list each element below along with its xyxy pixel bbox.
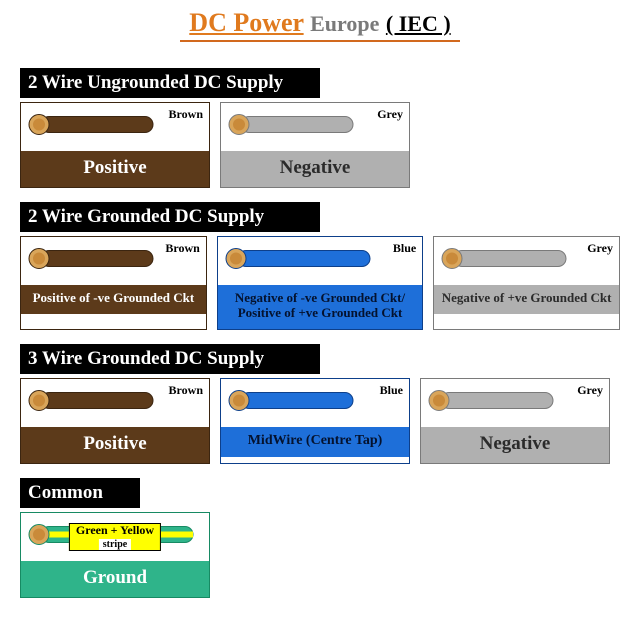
- card-caption: Negative: [421, 427, 609, 463]
- wire-icon: [227, 388, 357, 417]
- page-title: DC Power Europe ( IEC ): [20, 8, 620, 38]
- wire-color-label: Grey: [577, 383, 603, 398]
- page: DC Power Europe ( IEC ) 2 Wire Ungrounde…: [0, 0, 640, 618]
- wire-card-grey: Grey Negative of +ve Grounded Ckt: [433, 236, 620, 330]
- card-top: Grey: [434, 237, 619, 285]
- wire-card-blue: Blue MidWire (Centre Tap): [220, 378, 410, 464]
- wire-icon: [27, 113, 157, 142]
- title-sub: Europe: [310, 11, 379, 36]
- wire-card-grey: Grey Negative: [220, 102, 410, 188]
- card-caption: Negative of -ve Grounded Ckt/ Positive o…: [218, 285, 422, 329]
- card-top: Grey: [221, 103, 409, 151]
- section-header: 3 Wire Grounded DC Supply: [20, 344, 320, 374]
- card-top: Brown: [21, 103, 209, 151]
- ground-label-text: Green + Yellow: [76, 523, 154, 537]
- wire-icon: [27, 246, 157, 275]
- wire-color-label: Blue: [380, 383, 403, 398]
- title-tail: ( IEC ): [386, 11, 451, 36]
- wire-color-label: Brown: [169, 383, 203, 398]
- wire-card-blue: Blue Negative of -ve Grounded Ckt/ Positi…: [217, 236, 423, 330]
- title-underline: [180, 40, 460, 42]
- wire-icon: [224, 246, 374, 275]
- wire-icon: [227, 113, 357, 142]
- card-top: Brown: [21, 379, 209, 427]
- wire-card-brown: Brown Positive of -ve Grounded Ckt: [20, 236, 207, 330]
- card-row: Brown Positive Blue MidWire (Centre Tap) G…: [20, 378, 620, 464]
- ground-sublabel-text: stripe: [99, 539, 131, 550]
- card-row: Brown Positive of -ve Grounded Ckt Blue Ne…: [20, 236, 620, 330]
- card-caption: Negative of +ve Grounded Ckt: [434, 285, 619, 314]
- wire-icon: [440, 246, 570, 275]
- card-top: Grey: [421, 379, 609, 427]
- card-caption: Positive: [21, 427, 209, 463]
- wire-icon: [427, 388, 557, 417]
- ground-stripe-label: Green + Yellow stripe: [69, 523, 161, 551]
- section-header-common: Common: [20, 478, 140, 508]
- wire-card-brown: Brown Positive: [20, 378, 210, 464]
- card-caption: Positive of -ve Grounded Ckt: [21, 285, 206, 314]
- card-ground: Green + Yellow stripe Ground: [20, 512, 210, 598]
- section-header: 2 Wire Ungrounded DC Supply: [20, 68, 320, 98]
- wire-color-label: Brown: [165, 241, 199, 256]
- section-header: 2 Wire Grounded DC Supply: [20, 202, 320, 232]
- card-caption: Negative: [221, 151, 409, 187]
- sections-container: 2 Wire Ungrounded DC Supply Brown Positiv…: [20, 54, 620, 464]
- wire-card-brown: Brown Positive: [20, 102, 210, 188]
- wire-color-label: Grey: [587, 241, 613, 256]
- card-top: Brown: [21, 237, 206, 285]
- card-row: Brown Positive Grey Negative: [20, 102, 620, 188]
- card-top-ground: Green + Yellow stripe: [21, 513, 209, 561]
- card-top: Blue: [221, 379, 409, 427]
- card-caption: MidWire (Centre Tap): [221, 427, 409, 457]
- card-top: Blue: [218, 237, 422, 285]
- wire-color-label: Brown: [169, 107, 203, 122]
- wire-icon: [27, 388, 157, 417]
- wire-color-label: Grey: [377, 107, 403, 122]
- wire-color-label: Blue: [393, 241, 416, 256]
- title-main: DC Power: [189, 8, 303, 37]
- card-caption: Positive: [21, 151, 209, 187]
- row-common: Green + Yellow stripe Ground: [20, 512, 620, 598]
- card-caption-ground: Ground: [21, 561, 209, 597]
- wire-card-grey: Grey Negative: [420, 378, 610, 464]
